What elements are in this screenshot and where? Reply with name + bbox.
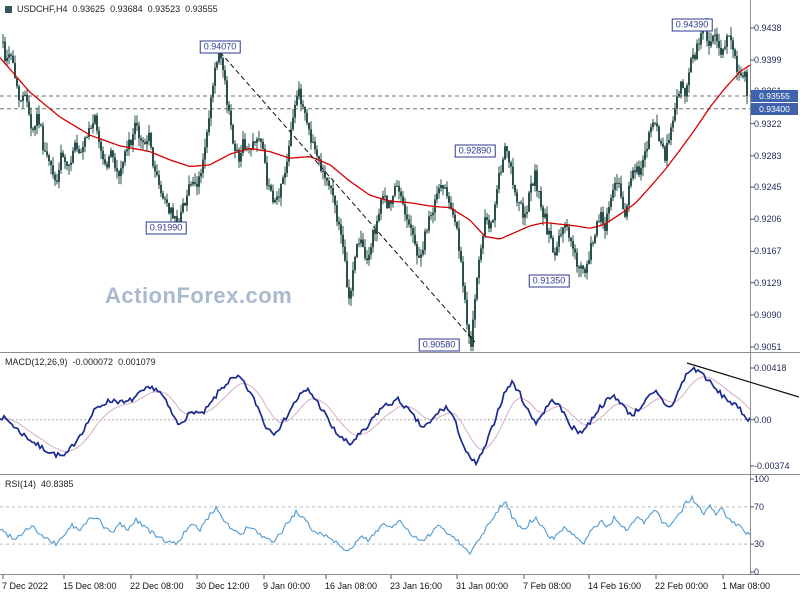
chart-canvas[interactable] [0,0,800,600]
mt4-chart-window: USDCHF,H4 0.93625 0.93684 0.93523 0.9355… [0,0,800,600]
